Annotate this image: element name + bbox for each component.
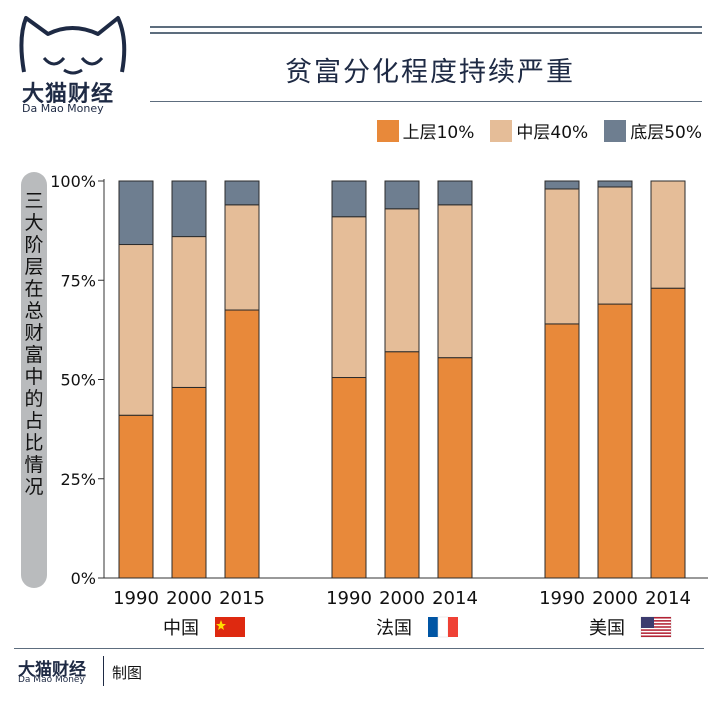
legend-item-bottom: 底层50% — [604, 118, 702, 143]
x-tick-label: 2014 — [645, 588, 691, 609]
bar-segment-top — [650, 287, 686, 579]
usa-flag-stripe — [641, 623, 671, 625]
bar-segment-middle — [171, 236, 207, 388]
bar-segment-top — [597, 303, 633, 579]
bar-segment-bottom — [384, 180, 420, 210]
header-rule-bottom — [150, 101, 702, 102]
usa-flag-stripe — [641, 626, 671, 628]
legend-item-top: 上层10% — [376, 118, 475, 143]
x-tick-label: 2000 — [166, 588, 212, 609]
x-tick-label: 1990 — [326, 588, 372, 609]
country-label: 美国 — [589, 618, 625, 639]
header-rule-top-2 — [150, 32, 702, 34]
footer-brand-en: Da Mao Money — [18, 675, 85, 685]
footer-brand: 大猫财经 — [18, 660, 86, 680]
bar-segment-bottom — [331, 180, 367, 218]
x-tick-label: 2000 — [379, 588, 425, 609]
x-tick-label: 2014 — [432, 588, 478, 609]
y-tick-label: 0% — [71, 569, 96, 588]
footer-separator — [103, 656, 104, 686]
legend-swatch-middle — [490, 119, 513, 142]
cat-logo-icon — [19, 16, 127, 75]
china-flag — [215, 617, 245, 637]
country-label: 法国 — [376, 618, 412, 639]
bar-segment-bottom — [597, 180, 633, 188]
usa-flag-stripe — [641, 629, 671, 631]
x-tick-label: 1990 — [539, 588, 585, 609]
bar-segment-top — [171, 386, 207, 579]
bar-segment-middle — [384, 208, 420, 353]
page-title: 贫富分化程度持续严重 — [285, 57, 575, 88]
legend-swatch-top — [376, 119, 399, 142]
y-axis-title: 三大阶层在总财富中的占比情况 — [24, 190, 44, 498]
china-flag-star — [216, 620, 226, 630]
y-tick-label: 25% — [60, 470, 96, 489]
bar-segment-top — [331, 377, 367, 579]
bar-segment-middle — [437, 204, 473, 359]
usa-flag-stripe — [641, 620, 671, 622]
y-tick-label: 75% — [60, 271, 96, 290]
legend-item-middle: 中层40% — [490, 118, 588, 143]
bar-segment-bottom — [118, 180, 154, 246]
legend-label-top: 上层10% — [402, 123, 475, 143]
legend: 上层10% 中层40% 底层50% — [376, 118, 702, 143]
y-tick-label: 100% — [50, 172, 96, 191]
bar-segment-middle — [118, 244, 154, 416]
bar-segment-top — [437, 357, 473, 579]
legend-label-middle: 中层40% — [516, 123, 589, 143]
usa-flag-stripe — [641, 632, 671, 634]
y-tick-label: 50% — [60, 371, 96, 390]
usa-flag-canton — [641, 617, 654, 628]
bar-segment-bottom — [224, 180, 260, 206]
x-tick-label: 2000 — [592, 588, 638, 609]
bar-segment-middle — [224, 204, 260, 311]
usa-flag-stripe — [641, 635, 671, 637]
bar-segment-middle — [544, 188, 580, 325]
france-flag-white — [437, 616, 449, 638]
usa-flag-stripe — [641, 617, 671, 619]
footer-rule — [14, 648, 704, 649]
france-flag-red — [448, 617, 458, 637]
bar-segment-middle — [331, 216, 367, 379]
bar-segment-bottom — [544, 180, 580, 190]
legend-label-bottom: 底层50% — [630, 123, 702, 143]
footer-credit: 制图 — [112, 664, 143, 682]
bar-segment-top — [118, 414, 154, 579]
y-axis-title-pill — [21, 172, 47, 588]
brand-name: 大猫财经 — [22, 82, 115, 107]
bar-segment-middle — [597, 186, 633, 305]
bar-segment-bottom — [171, 180, 207, 238]
france-flag — [428, 617, 438, 637]
bar-segment-bottom — [437, 180, 473, 206]
bar-segment-top — [544, 323, 580, 579]
x-tick-label: 2015 — [219, 588, 265, 609]
bar-segment-top — [224, 309, 260, 579]
x-tick-label: 1990 — [113, 588, 159, 609]
country-label: 中国 — [163, 618, 199, 639]
brand-name-en: Da Mao Money — [22, 102, 104, 115]
bar-segment-middle — [650, 180, 686, 289]
header-rule-top — [150, 26, 702, 28]
bar-segment-top — [384, 351, 420, 579]
legend-swatch-bottom — [604, 119, 627, 142]
